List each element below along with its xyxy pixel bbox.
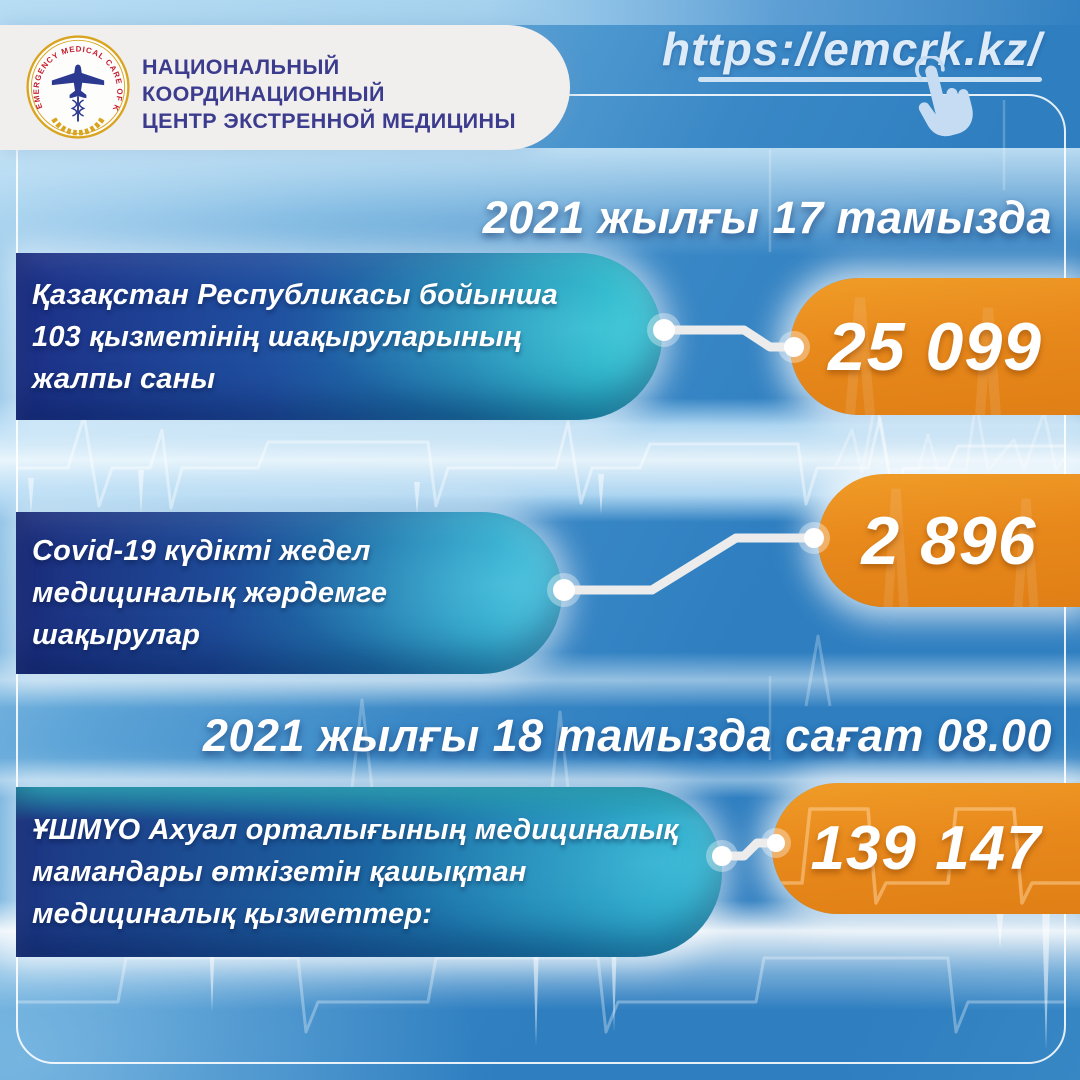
hand-cursor-icon [915,56,973,137]
stat-label-line: шақырулар [32,619,201,651]
top-accent-strip [0,0,1080,25]
url-wrap: https://emcrk.kz/ [662,22,1042,76]
stat-label-line: ҰШМҮО Ахуал орталығының медициналық [32,814,679,846]
stat-label: Қазақстан Республикасы бойынша 103 қызме… [16,274,558,400]
org-name-line1: НАЦИОНАЛЬНЫЙ КООРДИНАЦИОННЫЙ [142,55,385,106]
laurel-icon [51,117,105,136]
stat-value-pill-covid-calls: 2 896 [818,474,1080,607]
caduceus-icon [70,93,86,122]
stat-label-line: Қазақстан Республикасы бойынша [32,278,559,311]
header-panel: EMERGENCY MEDICAL CARE OF KAZAKHSTAN НАЦ… [0,25,570,150]
light-band-header [0,148,1080,256]
stat-value-pill-total-calls: 25 099 [790,278,1080,415]
orange-ekg-overlay [772,807,1080,905]
stat-value: 25 099 [828,308,1042,385]
date-heading-2: 2021 жылғы 18 тамызда сағат 08.00 [202,710,1052,761]
stat-value: 2 896 [861,502,1037,579]
stat-label-line: медициналық жәрдемге [32,577,388,609]
stat-label: Covid-19 күдікті жедел медициналық жәрде… [16,530,387,656]
stat-label-line: медициналық қызметтер: [32,898,433,930]
stat-label-line: мамандары өткізетін қашықтан [32,856,527,888]
stat-pill-covid-calls: Covid-19 күдікті жедел медициналық жәрде… [16,512,562,674]
stat-pill-total-calls: Қазақстан Республикасы бойынша 103 қызме… [16,253,662,420]
date-heading-1: 2021 жылғы 17 тамызда [482,192,1052,243]
stat-value-pill-remote-services: 139 147 [772,783,1080,914]
airplane-icon [51,64,105,99]
stat-pill-remote-services: ҰШМҮО Ахуал орталығының медициналық мама… [16,787,722,957]
orange-ekg-overlay [883,488,1039,607]
url-underline [698,77,1042,82]
stat-label-line: жалпы саны [32,362,216,395]
org-name: НАЦИОНАЛЬНЫЙ КООРДИНАЦИОННЫЙ ЦЕНТР ЭКСТР… [142,54,570,135]
website-url-link[interactable]: https://emcrk.kz/ [662,23,1042,75]
stat-label: ҰШМҮО Ахуал орталығының медициналық мама… [16,809,678,935]
stat-label-line: 103 қызметінің шақыруларының [32,320,522,353]
org-logo-emblem: EMERGENCY MEDICAL CARE OF KAZAKHSTAN [22,31,130,139]
stat-label-line: Covid-19 күдікті жедел [32,535,371,567]
stat-value: 139 147 [810,814,1042,883]
org-name-line2: ЦЕНТР ЭКСТРЕННОЙ МЕДИЦИНЫ [142,109,516,133]
orange-ekg-overlay [845,297,1001,415]
